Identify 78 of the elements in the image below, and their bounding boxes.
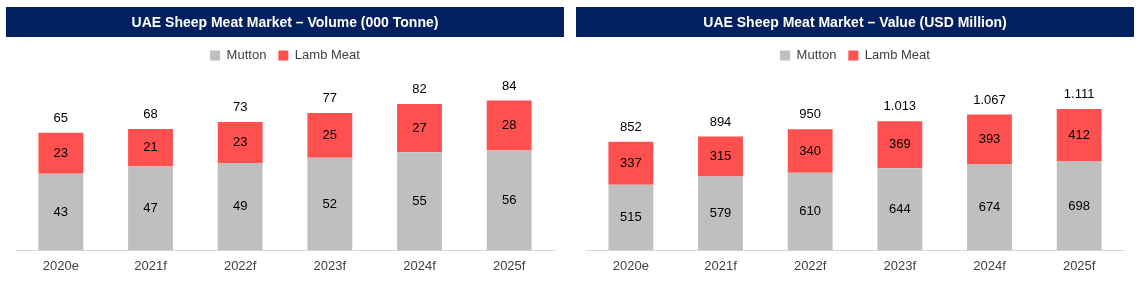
bar [486,100,532,151]
x-tick-label: 2024f [973,257,1007,273]
data-label: 315 [709,148,732,164]
bar [307,113,353,158]
legend-label: Lamb Meat [864,47,931,63]
data-label: 56 [501,192,517,208]
bar [128,166,173,251]
data-label: 393 [978,131,1001,147]
bar [967,114,1012,165]
data-label: 610 [799,203,822,219]
bar [217,121,263,163]
bar [877,121,923,169]
x-tick-label: 2025f [1062,257,1096,273]
bar [787,172,833,251]
bar [1056,108,1102,162]
bar [877,168,923,251]
data-label: 52 [322,195,338,211]
chart-title: UAE Sheep Meat Market – Value (USD Million) [576,7,1134,37]
data-label: 340 [799,142,822,158]
data-label: 49 [232,198,248,214]
data-label: 27 [412,119,427,135]
bar [698,176,743,251]
bar [38,132,84,174]
x-tick-label: 2021f [704,257,738,273]
bar [698,136,743,177]
x-tick-label: 2024f [403,257,437,273]
bar [307,157,353,251]
data-label: 698 [1068,197,1091,213]
total-label: 65 [53,109,69,125]
bar [608,184,654,251]
legend-label: Lamb Meat [294,47,361,63]
data-label: 674 [978,199,1001,215]
data-label: 579 [709,205,732,221]
data-label: 25 [322,126,338,142]
data-label: 23 [53,144,69,160]
data-label: 23 [232,134,248,150]
bar [608,141,654,185]
total-label: 82 [412,81,427,97]
total-label: 894 [709,113,732,129]
legend-label: Mutton [796,47,837,63]
total-label: 1.067 [973,91,1006,107]
bar [486,150,532,251]
x-tick-label: 2020e [42,257,79,273]
data-label: 43 [53,203,69,219]
total-label: 950 [799,106,822,122]
data-label: 369 [888,136,911,152]
bar [397,104,442,153]
total-label: 77 [322,90,338,106]
data-label: 47 [143,200,158,216]
x-tick-label: 2021f [134,257,168,273]
total-label: 68 [143,106,158,122]
data-label: 412 [1068,126,1091,142]
data-label: 337 [619,154,642,170]
x-tick-label: 2025f [492,257,526,273]
bar [967,164,1012,251]
total-label: 1.013 [883,98,917,114]
legend-label: Mutton [226,47,267,63]
chart-title: UAE Sheep Meat Market – Volume (000 Tonne) [6,7,564,37]
bar [128,129,173,167]
total-label: 73 [232,99,248,115]
data-label: 55 [412,192,427,208]
x-tick-label: 2022f [223,257,257,273]
x-tick-label: 2020e [612,257,649,273]
x-tick-label: 2022f [793,257,827,273]
data-label: 515 [619,209,642,225]
total-label: 84 [501,77,517,93]
data-label: 644 [888,200,911,216]
total-label: 852 [619,118,642,134]
data-label: 21 [143,139,158,155]
x-tick-label: 2023f [883,257,917,273]
bar [38,173,84,251]
bar [217,162,263,251]
bar [1056,161,1102,251]
x-tick-label: 2023f [313,257,347,273]
bar [397,152,442,251]
total-label: 1.111 [1063,86,1095,102]
bar [787,129,833,173]
data-label: 28 [501,117,517,133]
